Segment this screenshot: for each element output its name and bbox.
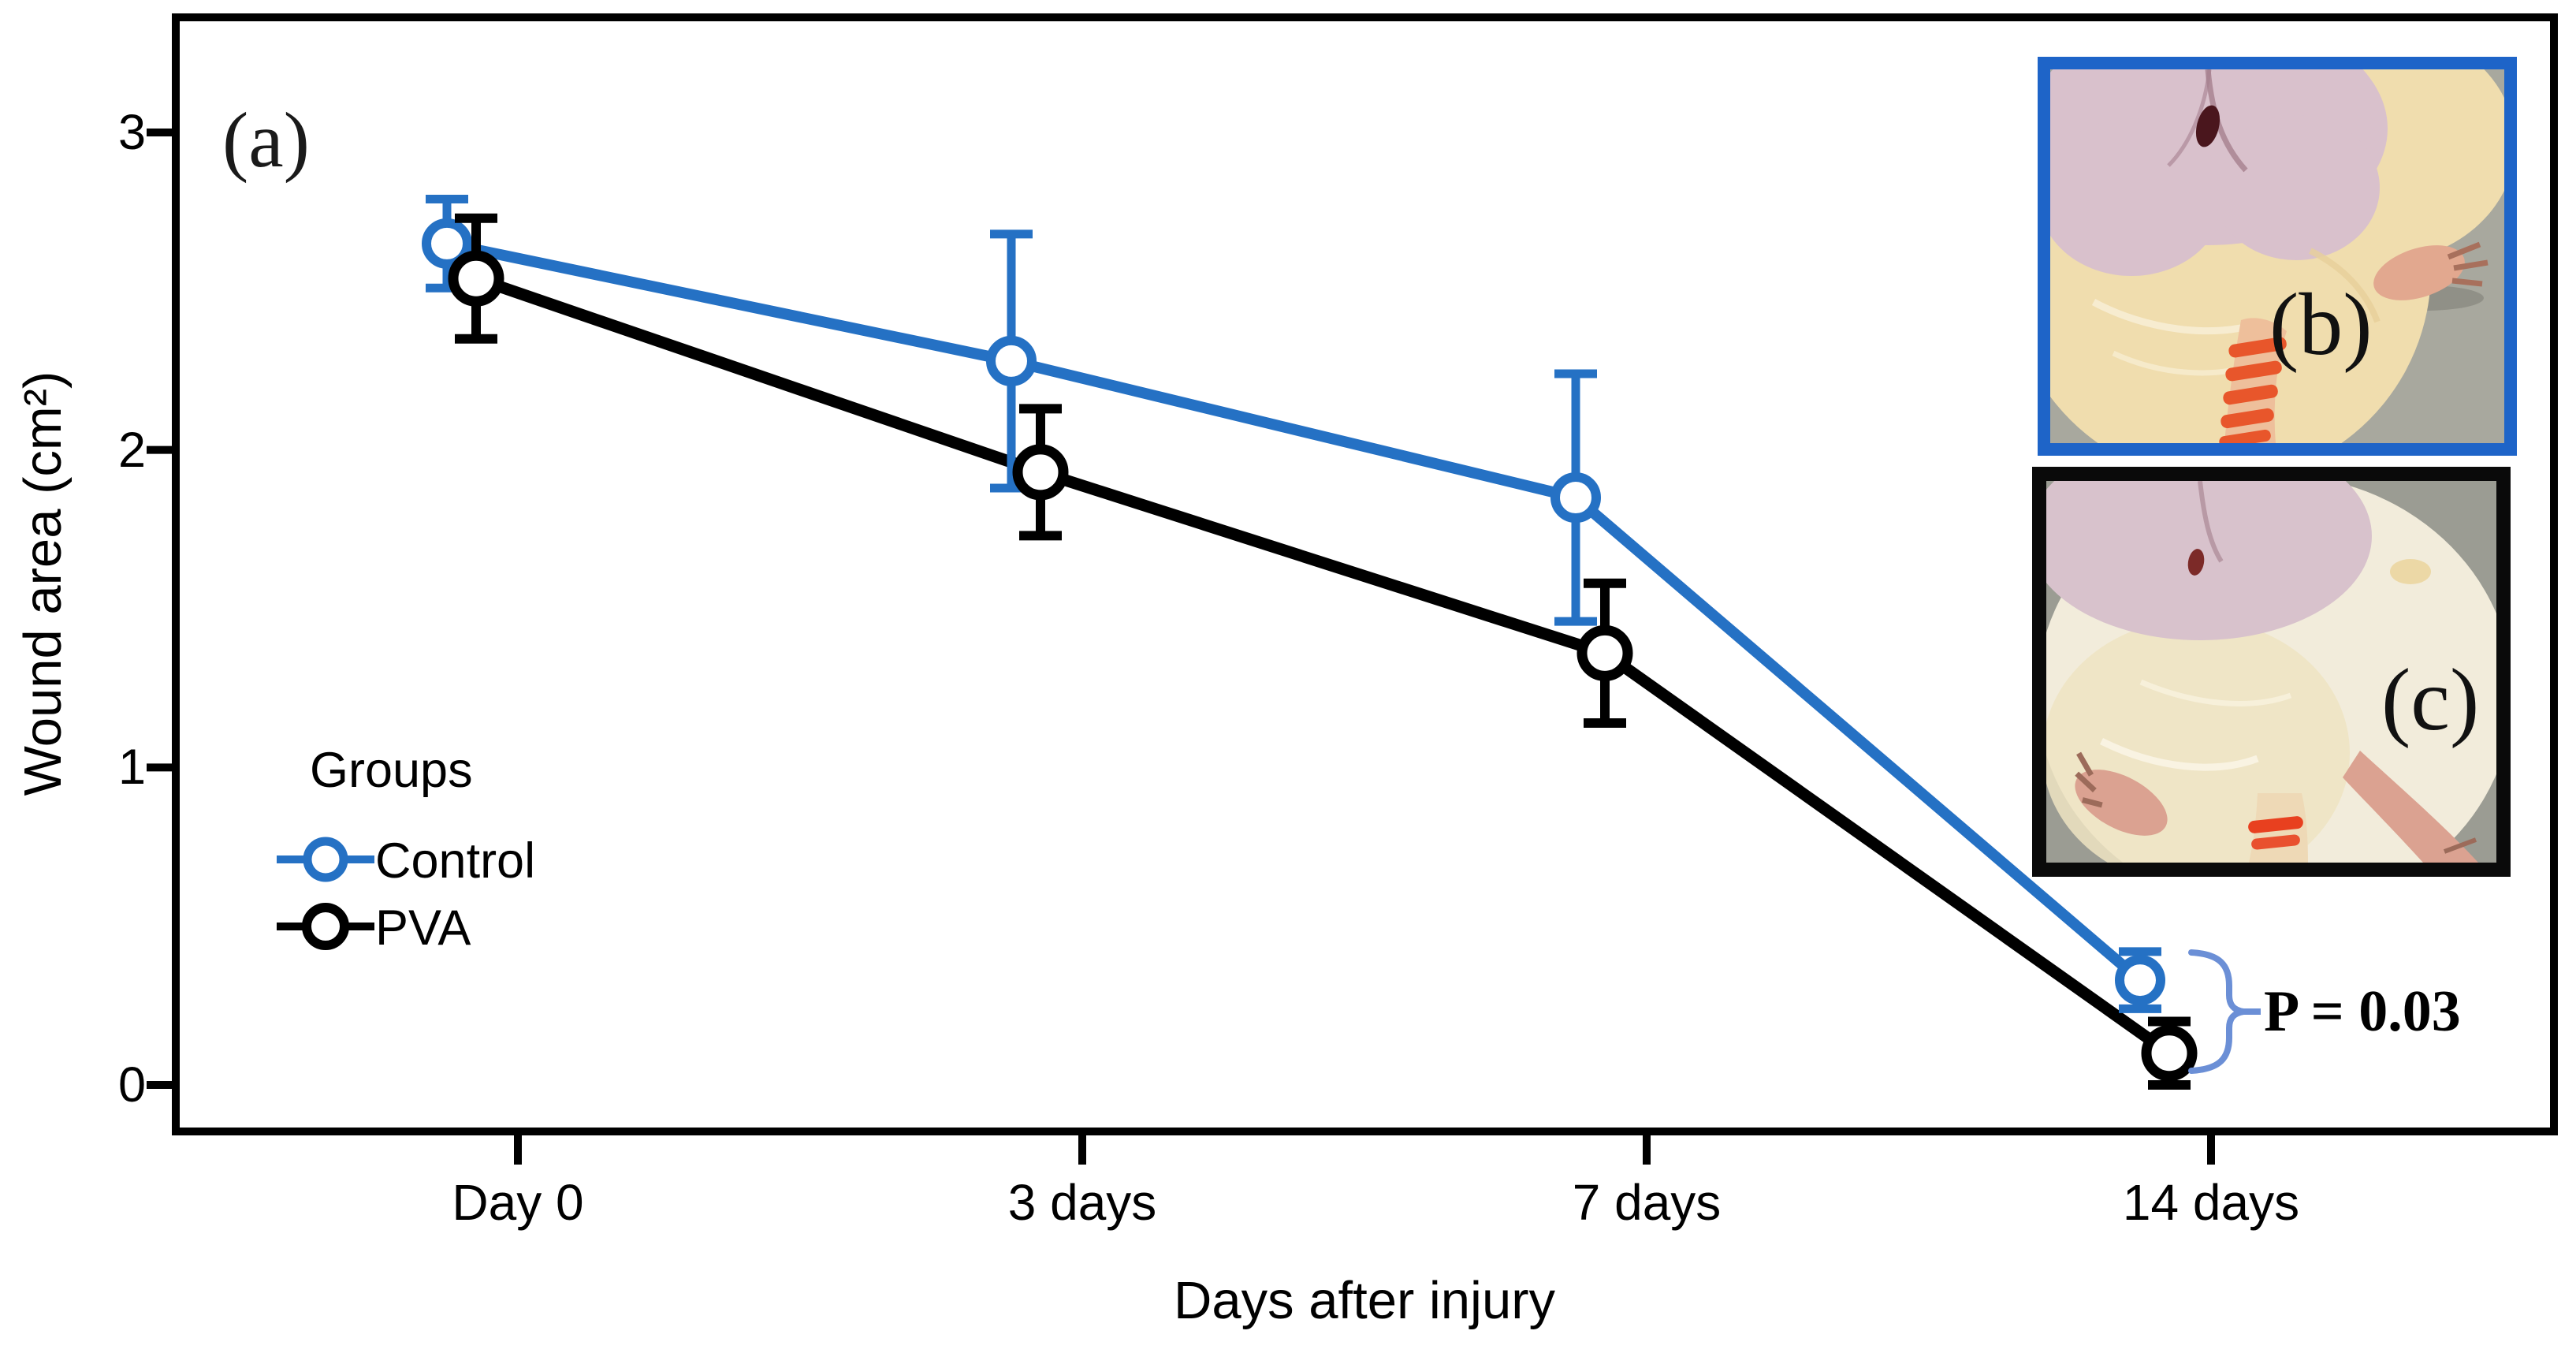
y-tick-label: 2 (117, 422, 146, 478)
legend-marker-control (277, 837, 374, 882)
control-data-point (1550, 472, 1601, 524)
inset-label-b: (b) (2269, 276, 2373, 374)
x-tick-label: Day 0 (452, 1174, 584, 1231)
legend-item-control: Control (375, 833, 536, 889)
x-tick-label: 14 days (2122, 1174, 2300, 1231)
panel-label-a: (a) (222, 96, 310, 184)
control-data-point (2115, 955, 2165, 1006)
significance-brace (2188, 949, 2247, 1074)
inset-photo-c: (c) (2032, 467, 2511, 877)
x-tick-label: 7 days (1572, 1174, 1722, 1231)
x-axis-title: Days after injury (1173, 1271, 1556, 1330)
inset-photo-b: (b) (2038, 57, 2517, 456)
pva-line (474, 273, 2173, 1058)
legend-pva-circle-icon (302, 903, 349, 950)
control-line (445, 238, 2144, 985)
rat-photo-day0 (2050, 69, 2504, 443)
pva-data-point (2141, 1025, 2198, 1082)
plot-frame (172, 13, 2558, 1135)
y-tick-label: 1 (117, 740, 146, 796)
y-axis-title: Wound area (cm²) (13, 371, 73, 796)
inset-label-c: (c) (2381, 651, 2480, 749)
p-value-annotation: P = 0.03 (2264, 979, 2461, 1044)
y-tick-label: 0 (117, 1057, 146, 1113)
pva-data-point (448, 250, 504, 307)
x-tick-label: 3 days (1007, 1174, 1157, 1231)
legend-marker-pva (277, 903, 374, 950)
y-tick-label: 3 (117, 104, 146, 160)
legend-title: Groups (310, 743, 473, 798)
legend-control-circle-icon (303, 837, 348, 882)
control-data-point (422, 218, 472, 269)
rat-photo-day14 (2046, 481, 2496, 863)
pva-data-point (1576, 624, 1633, 681)
control-data-point (986, 335, 1037, 386)
legend-item-pva: PVA (375, 900, 471, 956)
pva-data-point (1012, 444, 1069, 501)
